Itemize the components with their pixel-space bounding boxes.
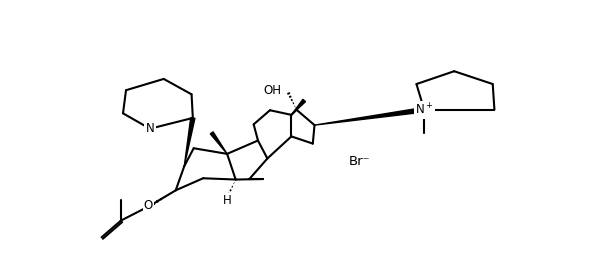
- Polygon shape: [291, 99, 305, 115]
- Text: O: O: [144, 199, 153, 212]
- Polygon shape: [315, 107, 425, 125]
- Text: N: N: [146, 122, 154, 135]
- Text: OH: OH: [263, 84, 281, 97]
- Polygon shape: [211, 132, 227, 154]
- Polygon shape: [184, 117, 195, 166]
- Text: N$^+$: N$^+$: [415, 102, 433, 117]
- Text: H: H: [223, 194, 231, 207]
- Text: Br⁻: Br⁻: [349, 155, 370, 168]
